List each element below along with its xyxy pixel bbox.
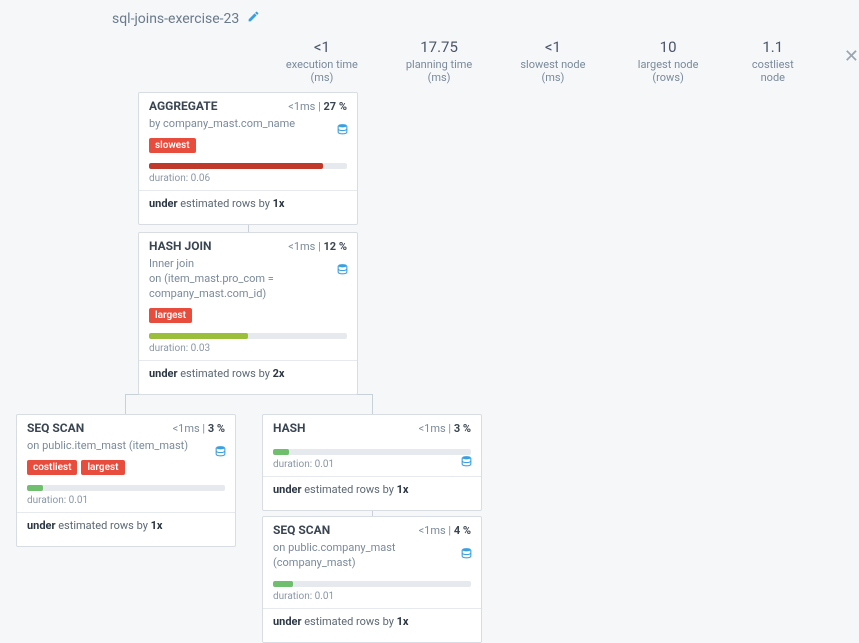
node-title: HASH JOIN: [149, 239, 211, 253]
close-icon[interactable]: ✕: [844, 46, 859, 67]
duration-bar: [149, 333, 347, 339]
stat-costliest-node: 1.1 costliest node: [740, 38, 806, 84]
duration-bar-fill: [27, 485, 43, 491]
connector: [125, 394, 126, 414]
duration-bar: [273, 449, 471, 455]
node-sub: on public.item_mast (item_mast): [27, 439, 225, 454]
stat-slowest-node: <1 slowest node (ms): [509, 38, 596, 84]
node-meta: <1ms | 27 %: [288, 100, 347, 113]
plan-node-aggregate[interactable]: AGGREGATE <1ms | 27 % by company_mast.com_…: [138, 92, 358, 225]
node-title: SEQ SCAN: [273, 523, 330, 537]
stat-execution-time: <1 execution time (ms): [275, 38, 369, 84]
database-icon[interactable]: [336, 263, 349, 280]
database-icon[interactable]: [460, 547, 473, 564]
node-body: on public.company_mast (company_mast)dur…: [263, 541, 481, 642]
badge-largest: largest: [149, 308, 192, 323]
node-body: on public.item_mast (item_mast) costliest…: [17, 439, 235, 546]
estimate-line: under estimated rows by 1x: [149, 191, 347, 218]
node-body: by company_mast.com_nameslowest duration:…: [139, 117, 357, 224]
stat-planning-time: 17.75 planning time (ms): [395, 38, 483, 84]
duration-bar-fill: [273, 581, 293, 587]
node-header: SEQ SCAN <1ms | 4 %: [263, 517, 481, 541]
duration-bar: [27, 485, 225, 491]
duration-bar-fill: [273, 449, 289, 455]
node-body: duration: 0.01 under estimated rows by 1x: [263, 449, 481, 510]
stat-largest-node: 10 largest node (rows): [623, 38, 714, 84]
badges: costliest largest: [27, 460, 225, 475]
estimate-line: under estimated rows by 2x: [149, 361, 347, 388]
page-title: sql-joins-exercise-23: [112, 11, 239, 27]
duration-text: duration: 0.03: [149, 343, 347, 354]
duration-bar-fill: [149, 163, 323, 169]
connector: [372, 394, 373, 414]
node-body: Inner joinon (item_mast.pro_com = compan…: [139, 257, 357, 394]
node-header: AGGREGATE <1ms | 27 %: [139, 93, 357, 117]
node-sub: on (item_mast.pro_com = company_mast.com…: [149, 272, 347, 302]
duration-text: duration: 0.06: [149, 173, 347, 184]
estimate-line: under estimated rows by 1x: [273, 477, 471, 504]
node-title: HASH: [273, 421, 306, 435]
plan-node-hashjoin[interactable]: HASH JOIN <1ms | 12 % Inner joinon (item_m…: [138, 232, 358, 395]
node-meta: <1ms | 4 %: [419, 524, 471, 537]
node-header: HASH <1ms | 3 %: [263, 415, 481, 439]
duration-text: duration: 0.01: [273, 591, 471, 602]
node-sub: by company_mast.com_name: [149, 117, 347, 132]
badge-slowest: slowest: [149, 138, 196, 153]
node-title: AGGREGATE: [149, 99, 217, 113]
node-header: SEQ SCAN <1ms | 3 %: [17, 415, 235, 439]
database-icon[interactable]: [336, 123, 349, 140]
database-icon[interactable]: [460, 455, 473, 472]
node-meta: <1ms | 3 %: [419, 422, 471, 435]
badge-costliest: costliest: [27, 460, 77, 475]
page-title-row: sql-joins-exercise-23: [112, 10, 260, 27]
node-header: HASH JOIN <1ms | 12 %: [139, 233, 357, 257]
plan-node-hash[interactable]: HASH <1ms | 3 % duration: 0.01 under estima…: [262, 414, 482, 511]
node-meta: <1ms | 12 %: [288, 240, 347, 253]
node-title: SEQ SCAN: [27, 421, 84, 435]
plan-node-seqscan1[interactable]: SEQ SCAN <1ms | 3 % on public.item_mast (i…: [16, 414, 236, 547]
database-icon[interactable]: [214, 445, 227, 462]
stats-row: <1 execution time (ms) 17.75 planning ti…: [275, 38, 859, 84]
badges: slowest: [149, 138, 347, 153]
estimate-line: under estimated rows by 1x: [27, 513, 225, 540]
node-sub: Inner join: [149, 257, 347, 272]
edit-icon[interactable]: [247, 10, 260, 27]
badge-largest: largest: [81, 460, 124, 475]
node-meta: <1ms | 3 %: [173, 422, 225, 435]
plan-node-seqscan2[interactable]: SEQ SCAN <1ms | 4 % on public.company_mast…: [262, 516, 482, 643]
badges: largest: [149, 308, 347, 323]
duration-bar-fill: [149, 333, 248, 339]
node-sub: on public.company_mast (company_mast): [273, 541, 471, 571]
estimate-line: under estimated rows by 1x: [273, 609, 471, 636]
duration-bar: [273, 581, 471, 587]
duration-text: duration: 0.01: [273, 459, 471, 470]
duration-bar: [149, 163, 347, 169]
duration-text: duration: 0.01: [27, 495, 225, 506]
